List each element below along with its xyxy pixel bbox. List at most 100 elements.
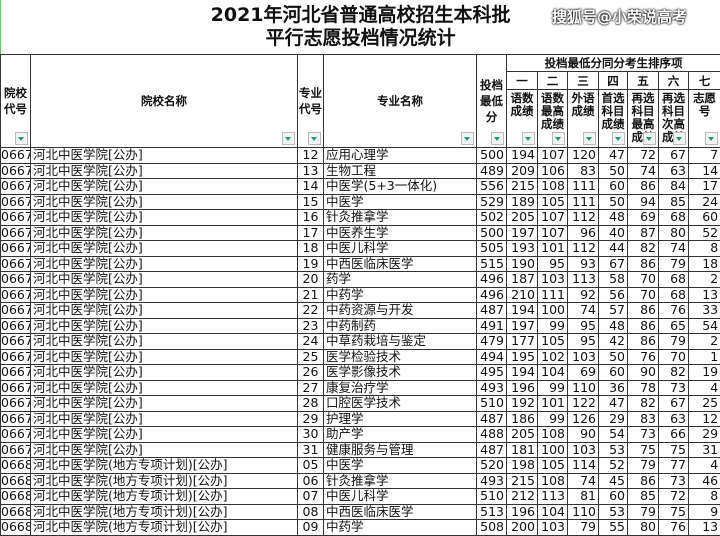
cell-foreign-language-score[interactable]: 79 — [568, 520, 599, 536]
cell-school-name[interactable]: 河北中医学院[公办] — [31, 272, 298, 288]
cell-school-code[interactable]: 0667 — [1, 334, 31, 350]
cell-major-name[interactable]: 中医儿科学 — [324, 489, 477, 505]
cell-chinese-math-max-score[interactable]: 100 — [538, 442, 568, 458]
cell-foreign-language-score[interactable]: 110 — [568, 504, 599, 520]
cell-min-score[interactable]: 488 — [477, 427, 507, 443]
cell-school-code[interactable]: 0667 — [1, 427, 31, 443]
cell-chinese-math-score[interactable]: 197 — [507, 318, 538, 334]
cell-school-code[interactable]: 0668 — [1, 473, 31, 489]
cell-foreign-language-score[interactable]: 126 — [568, 411, 599, 427]
cell-first-subject-score[interactable]: 67 — [599, 256, 628, 272]
cell-foreign-language-score[interactable]: 69 — [568, 365, 599, 381]
cell-school-code[interactable]: 0667 — [1, 411, 31, 427]
cell-chinese-math-max-score[interactable]: 107 — [538, 210, 568, 226]
filter-dropdown-button[interactable] — [673, 132, 686, 145]
cell-min-score[interactable]: 495 — [477, 365, 507, 381]
cell-preference-number[interactable]: 2 — [689, 334, 720, 350]
cell-school-code[interactable]: 0667 — [1, 365, 31, 381]
cell-preference-number[interactable]: 13 — [689, 287, 720, 303]
cell-school-code[interactable]: 0667 — [1, 287, 31, 303]
cell-preference-number[interactable]: 18 — [689, 256, 720, 272]
cell-min-score[interactable]: 510 — [477, 396, 507, 412]
cell-preference-number[interactable]: 24 — [689, 194, 720, 210]
cell-chinese-math-max-score[interactable]: 108 — [538, 427, 568, 443]
cell-major-name[interactable]: 中药制药 — [324, 318, 477, 334]
cell-chinese-math-max-score[interactable]: 107 — [538, 148, 568, 164]
cell-chinese-math-score[interactable]: 193 — [507, 241, 538, 257]
cell-elective-second-score[interactable]: 67 — [659, 148, 689, 164]
cell-foreign-language-score[interactable]: 110 — [568, 380, 599, 396]
cell-preference-number[interactable]: 54 — [689, 318, 720, 334]
cell-school-name[interactable]: 河北中医学院(地方专项计划)[公办] — [31, 489, 298, 505]
cell-preference-number[interactable]: 2 — [689, 272, 720, 288]
cell-min-score[interactable]: 491 — [477, 318, 507, 334]
cell-chinese-math-score[interactable]: 177 — [507, 334, 538, 350]
cell-school-code[interactable]: 0667 — [1, 210, 31, 226]
cell-foreign-language-score[interactable]: 103 — [568, 442, 599, 458]
cell-major-name[interactable]: 中医学 — [324, 194, 477, 210]
cell-min-score[interactable]: 487 — [477, 411, 507, 427]
cell-preference-number[interactable]: 1 — [689, 349, 720, 365]
cell-min-score[interactable]: 479 — [477, 334, 507, 350]
cell-chinese-math-max-score[interactable]: 104 — [538, 365, 568, 381]
cell-min-score[interactable]: 496 — [477, 272, 507, 288]
cell-foreign-language-score[interactable]: 81 — [568, 489, 599, 505]
cell-chinese-math-score[interactable]: 215 — [507, 473, 538, 489]
cell-min-score[interactable]: 493 — [477, 380, 507, 396]
cell-elective-max-score[interactable]: 82 — [628, 241, 659, 257]
cell-elective-second-score[interactable]: 73 — [659, 380, 689, 396]
cell-major-name[interactable]: 应用心理学 — [324, 148, 477, 164]
cell-school-name[interactable]: 河北中医学院[公办] — [31, 256, 298, 272]
cell-foreign-language-score[interactable]: 96 — [568, 225, 599, 241]
cell-first-subject-score[interactable]: 57 — [599, 303, 628, 319]
cell-foreign-language-score[interactable]: 74 — [568, 303, 599, 319]
cell-school-name[interactable]: 河北中医学院[公办] — [31, 396, 298, 412]
cell-elective-max-score[interactable]: 86 — [628, 318, 659, 334]
cell-elective-second-score[interactable]: 80 — [659, 225, 689, 241]
cell-preference-number[interactable]: 25 — [689, 396, 720, 412]
cell-preference-number[interactable]: 52 — [689, 225, 720, 241]
cell-preference-number[interactable]: 17 — [689, 179, 720, 195]
cell-foreign-language-score[interactable]: 90 — [568, 427, 599, 443]
cell-school-code[interactable]: 0668 — [1, 489, 31, 505]
cell-major-code[interactable]: 29 — [298, 411, 324, 427]
cell-min-score[interactable]: 500 — [477, 148, 507, 164]
cell-chinese-math-score[interactable]: 181 — [507, 442, 538, 458]
filter-dropdown-button[interactable] — [461, 132, 474, 145]
cell-elective-max-score[interactable]: 87 — [628, 225, 659, 241]
cell-preference-number[interactable]: 13 — [689, 520, 720, 536]
cell-school-name[interactable]: 河北中医学院[公办] — [31, 334, 298, 350]
cell-major-code[interactable]: 19 — [298, 256, 324, 272]
cell-chinese-math-score[interactable]: 192 — [507, 396, 538, 412]
cell-chinese-math-max-score[interactable]: 105 — [538, 458, 568, 474]
cell-school-name[interactable]: 河北中医学院[公办] — [31, 194, 298, 210]
cell-elective-max-score[interactable]: 73 — [628, 427, 659, 443]
cell-first-subject-score[interactable]: 60 — [599, 365, 628, 381]
cell-major-code[interactable]: 21 — [298, 287, 324, 303]
filter-dropdown-button[interactable] — [705, 132, 718, 145]
cell-major-name[interactable]: 中医学(5+3一体化) — [324, 179, 477, 195]
cell-elective-second-score[interactable]: 85 — [659, 194, 689, 210]
cell-elective-second-score[interactable]: 72 — [659, 489, 689, 505]
cell-first-subject-score[interactable]: 45 — [599, 473, 628, 489]
cell-major-name[interactable]: 生物工程 — [324, 163, 477, 179]
cell-first-subject-score[interactable]: 44 — [599, 241, 628, 257]
cell-first-subject-score[interactable]: 60 — [599, 489, 628, 505]
cell-preference-number[interactable]: 4 — [689, 380, 720, 396]
cell-preference-number[interactable]: 29 — [689, 427, 720, 443]
cell-first-subject-score[interactable]: 42 — [599, 334, 628, 350]
cell-elective-second-score[interactable]: 70 — [659, 349, 689, 365]
cell-elective-second-score[interactable]: 75 — [659, 442, 689, 458]
cell-elective-second-score[interactable]: 65 — [659, 318, 689, 334]
cell-elective-second-score[interactable]: 63 — [659, 411, 689, 427]
cell-foreign-language-score[interactable]: 122 — [568, 396, 599, 412]
cell-min-score[interactable]: 515 — [477, 256, 507, 272]
cell-first-subject-score[interactable]: 48 — [599, 318, 628, 334]
cell-preference-number[interactable]: 14 — [689, 163, 720, 179]
cell-major-name[interactable]: 中草药栽培与鉴定 — [324, 334, 477, 350]
cell-chinese-math-score[interactable]: 197 — [507, 225, 538, 241]
cell-major-code[interactable]: 28 — [298, 396, 324, 412]
cell-major-name[interactable]: 助产学 — [324, 427, 477, 443]
cell-school-code[interactable]: 0668 — [1, 458, 31, 474]
cell-foreign-language-score[interactable]: 103 — [568, 349, 599, 365]
